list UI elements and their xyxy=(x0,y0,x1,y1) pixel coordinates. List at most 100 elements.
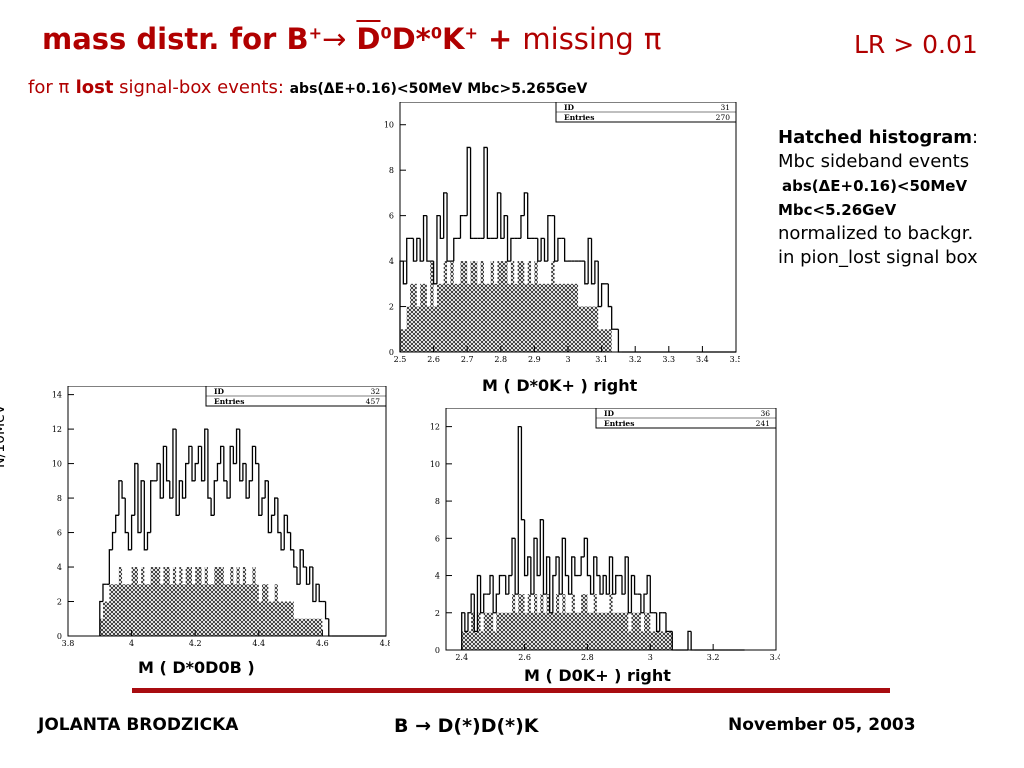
hatched-bar xyxy=(587,612,591,650)
histogram-bar xyxy=(443,192,448,239)
histogram-bar xyxy=(536,538,541,577)
hatched-bar xyxy=(430,261,434,352)
hatched-bar xyxy=(474,631,478,650)
histogram-bar xyxy=(210,498,215,516)
histogram-bar xyxy=(309,566,313,585)
histogram-bar xyxy=(223,446,227,482)
histogram-bar xyxy=(553,215,558,262)
histogram-bar xyxy=(486,147,491,240)
histogram-bar xyxy=(479,575,484,614)
histogram-bar xyxy=(690,631,695,651)
histogram-bar xyxy=(140,480,145,533)
hatched-bar xyxy=(530,612,534,650)
histogram-bar xyxy=(505,575,509,595)
histogram-bar xyxy=(586,538,591,577)
hatched-bar xyxy=(176,584,180,636)
histogram-bar xyxy=(621,575,626,595)
histogram-bar xyxy=(274,497,278,516)
histogram-bar xyxy=(232,446,237,465)
hatched-bar xyxy=(134,567,138,636)
hatched-bar xyxy=(255,584,259,636)
histogram-bar xyxy=(640,594,644,614)
hatched-bar xyxy=(640,631,644,650)
histogram-bar xyxy=(302,549,307,568)
histogram-bar xyxy=(543,238,548,262)
histogram-bar xyxy=(659,612,663,632)
histogram-bar xyxy=(466,146,471,216)
hatched-bar xyxy=(413,283,417,352)
stats-label: ID xyxy=(604,409,615,418)
histogram-bar xyxy=(607,283,612,308)
histogram-bar xyxy=(124,498,129,534)
histogram-bar xyxy=(530,556,534,595)
hatched-bar xyxy=(551,261,555,352)
hatched-bar xyxy=(169,584,173,636)
histogram-bar xyxy=(584,261,589,285)
stats-label: ID xyxy=(564,103,575,112)
histogram-bar xyxy=(299,549,304,585)
histogram-bar xyxy=(627,556,632,614)
histogram-bar xyxy=(655,612,660,633)
histogram-bar xyxy=(219,445,224,464)
histogram-bar xyxy=(191,446,196,482)
hatched-bar xyxy=(306,618,310,636)
stats-label: ID xyxy=(214,387,225,396)
hatched-bar xyxy=(239,584,243,636)
hatched-bar xyxy=(659,631,663,650)
hatched-bar xyxy=(568,612,572,650)
x-tick-label: 3.1 xyxy=(595,355,608,364)
histogram-bar xyxy=(476,574,481,632)
x-tick-label: 2.8 xyxy=(581,653,594,662)
hatched-bar xyxy=(122,584,126,636)
note-heading: Hatched histogram xyxy=(778,127,972,148)
histogram-bar xyxy=(277,498,282,534)
histogram-bar xyxy=(324,601,329,620)
x-tick-label: 4.2 xyxy=(189,639,202,648)
hatched-bar xyxy=(588,306,592,352)
x-tick-label: 4 xyxy=(129,639,134,648)
histogram-bar xyxy=(315,583,320,602)
hatched-bar xyxy=(527,261,532,352)
hatched-bar xyxy=(590,612,594,650)
histogram-bar xyxy=(280,532,285,551)
histogram-bar xyxy=(611,556,616,595)
hatched-bar xyxy=(236,567,240,636)
hatched-bar xyxy=(574,283,579,352)
hatched-bar xyxy=(300,618,304,636)
y-tick-label: 12 xyxy=(52,425,62,434)
histogram-bar xyxy=(108,549,113,585)
hatched-bar xyxy=(515,612,519,650)
histogram-bar xyxy=(402,261,407,285)
hatched-bar xyxy=(284,601,288,636)
histogram-bar xyxy=(178,480,183,516)
x-tick-label: 2.9 xyxy=(528,355,541,364)
hatched-bar xyxy=(541,283,545,352)
hatched-bar xyxy=(524,612,528,650)
histogram-bar xyxy=(289,532,294,551)
hatched-bar xyxy=(220,567,224,636)
hatched-bar xyxy=(490,612,494,650)
histogram-bar xyxy=(453,237,458,262)
histogram-bar xyxy=(416,237,421,262)
x-tick-label: 3.3 xyxy=(662,355,675,364)
x-tick-label: 3.4 xyxy=(770,653,780,662)
slide-title: mass distr. for B+→ D0D*0K+ + missing π xyxy=(42,22,662,56)
x-tick-label: 2.6 xyxy=(427,355,440,364)
hatched-bar xyxy=(499,612,503,650)
hatched-bar xyxy=(512,594,516,650)
hatched-bar xyxy=(242,567,247,636)
hatched-bar xyxy=(223,584,227,636)
hatched-bar xyxy=(290,601,294,636)
hatched-bar xyxy=(403,329,407,352)
hatched-bar xyxy=(125,584,129,636)
y-tick-label: 6 xyxy=(389,212,394,221)
hatched-bar xyxy=(426,306,431,352)
y-tick-label: 8 xyxy=(389,166,394,175)
hatched-bar xyxy=(584,306,589,352)
hatched-bar xyxy=(540,594,544,650)
hatched-bar xyxy=(192,584,196,636)
histogram-bar xyxy=(175,429,180,516)
hatched-bar xyxy=(578,612,582,650)
histogram-bar xyxy=(293,549,297,568)
histogram-bar xyxy=(517,425,522,595)
